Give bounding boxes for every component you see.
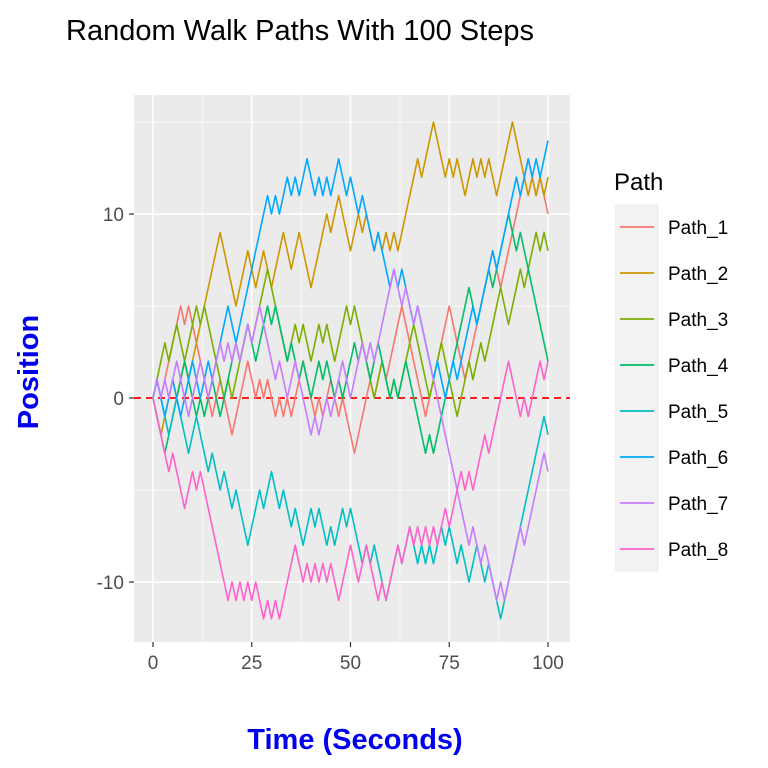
x-tick-label: 0: [148, 653, 159, 674]
legend-label: Path_5: [668, 402, 728, 423]
legend-label: Path_1: [668, 218, 728, 239]
x-tick-label: 25: [241, 653, 262, 674]
legend-label: Path_3: [668, 310, 728, 331]
x-axis-title: Time (Seconds): [247, 724, 462, 756]
y-tick-label: 0: [113, 389, 124, 410]
x-tick-label: 50: [340, 653, 361, 674]
y-tick-label: -10: [97, 573, 124, 594]
y-axis-title: Position: [13, 315, 45, 429]
series-lines: [152, 121, 549, 620]
series-line-path-3: [152, 231, 549, 418]
chart-title: Random Walk Paths With 100 Steps: [66, 15, 534, 47]
series-line-path-5: [152, 378, 549, 620]
legend-label: Path_7: [668, 494, 728, 515]
legend-label: Path_6: [668, 448, 728, 469]
x-tick-label: 100: [532, 653, 564, 674]
series-line-path-7: [152, 268, 549, 602]
axis-ticks: 0 25 50 75 100 -10 0 10: [97, 205, 564, 674]
series-line-path-2: [152, 121, 549, 436]
legend-title: Path: [614, 169, 663, 196]
series-line-path-8: [152, 360, 549, 620]
y-tick-label: 10: [103, 205, 124, 226]
x-tick-label: 75: [439, 653, 460, 674]
legend-label: Path_8: [668, 540, 728, 561]
legend-label: Path_4: [668, 356, 729, 377]
legend-label: Path_2: [668, 264, 728, 285]
legend: Path Path_1 Path_2 Path_3 Path_4 Path_5 Path_…: [614, 169, 729, 572]
